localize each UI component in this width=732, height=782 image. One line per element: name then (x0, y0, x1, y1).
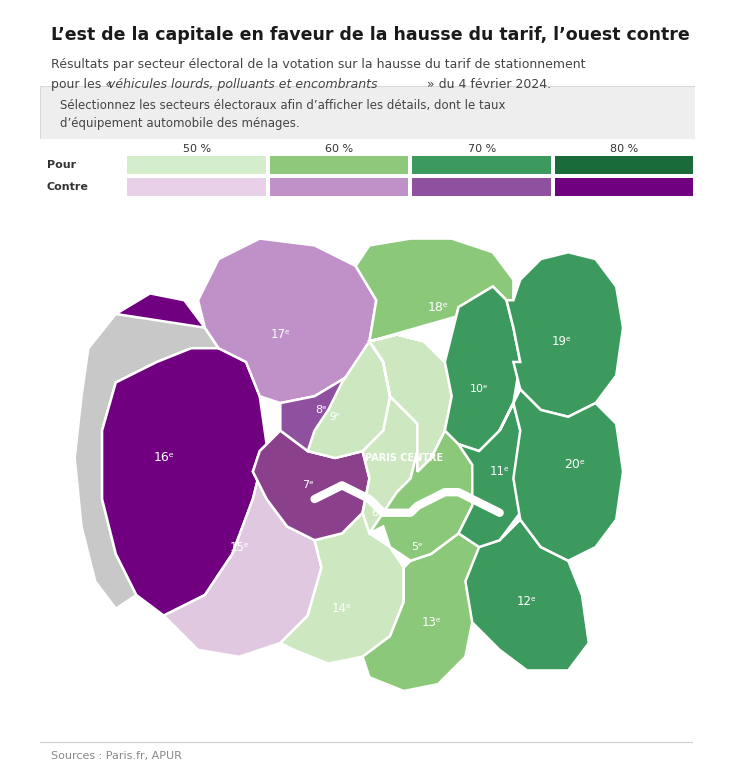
Text: 13ᵉ: 13ᵉ (421, 616, 441, 629)
Text: 10ᵉ: 10ᵉ (470, 385, 488, 394)
Polygon shape (164, 444, 321, 657)
Text: Sélectionnez les secteurs électoraux afin d’afficher les détails, dont le taux
d: Sélectionnez les secteurs électoraux afi… (60, 99, 505, 131)
Text: 16ᵉ: 16ᵉ (153, 451, 174, 465)
Text: 17ᵉ: 17ᵉ (270, 328, 291, 341)
Text: 50 %: 50 % (182, 145, 211, 154)
Polygon shape (458, 403, 527, 547)
FancyBboxPatch shape (270, 178, 408, 196)
Polygon shape (356, 239, 513, 396)
Polygon shape (445, 286, 520, 451)
Text: Sources : Paris.fr, APUR: Sources : Paris.fr, APUR (51, 752, 182, 761)
Text: Contre: Contre (47, 181, 89, 192)
Text: 70 %: 70 % (468, 145, 496, 154)
Polygon shape (362, 396, 417, 533)
Polygon shape (75, 293, 219, 608)
FancyBboxPatch shape (270, 156, 408, 174)
Text: 9ᵉ: 9ᵉ (329, 412, 340, 421)
Text: 18ᵉ: 18ᵉ (427, 300, 449, 314)
Text: 12ᵉ: 12ᵉ (518, 595, 537, 608)
FancyBboxPatch shape (40, 86, 695, 139)
Text: 80 %: 80 % (610, 145, 638, 154)
FancyBboxPatch shape (555, 178, 693, 196)
Polygon shape (102, 293, 266, 615)
Text: 20ᵉ: 20ᵉ (564, 458, 586, 472)
Polygon shape (370, 335, 452, 472)
Text: véhicules lourds, polluants et encombrants: véhicules lourds, polluants et encombran… (108, 78, 378, 91)
Text: 7ᵉ: 7ᵉ (302, 480, 313, 490)
Text: 19ᵉ: 19ᵉ (551, 335, 571, 348)
Text: PARIS CENTRE: PARIS CENTRE (365, 453, 443, 463)
Polygon shape (362, 533, 479, 691)
Text: 60 %: 60 % (325, 145, 354, 154)
Text: Résultats par secteur électoral de la votation sur la hausse du tarif de station: Résultats par secteur électoral de la vo… (51, 58, 586, 71)
Text: Pour: Pour (47, 160, 76, 170)
FancyBboxPatch shape (412, 178, 551, 196)
Polygon shape (370, 431, 472, 561)
Text: pour les «: pour les « (51, 78, 117, 91)
Text: 11ᵉ: 11ᵉ (490, 465, 509, 478)
Text: 14ᵉ: 14ᵉ (332, 602, 352, 615)
Text: 6ᵉ: 6ᵉ (371, 508, 382, 518)
Polygon shape (307, 342, 390, 458)
FancyBboxPatch shape (127, 156, 266, 174)
Text: 15ᵉ: 15ᵉ (229, 540, 249, 554)
Text: 5ᵉ: 5ᵉ (411, 542, 423, 552)
Polygon shape (500, 389, 623, 561)
Polygon shape (280, 342, 390, 458)
Polygon shape (280, 513, 404, 664)
Polygon shape (198, 239, 376, 403)
Polygon shape (507, 253, 623, 417)
FancyBboxPatch shape (412, 156, 551, 174)
Text: 8ᵉ: 8ᵉ (315, 405, 327, 415)
Polygon shape (253, 431, 370, 540)
Polygon shape (466, 519, 589, 670)
Text: L’est de la capitale en faveur de la hausse du tarif, l’ouest contre: L’est de la capitale en faveur de la hau… (51, 26, 690, 44)
FancyBboxPatch shape (555, 156, 693, 174)
Text: » du 4 février 2024.: » du 4 février 2024. (423, 78, 551, 91)
FancyBboxPatch shape (127, 178, 266, 196)
